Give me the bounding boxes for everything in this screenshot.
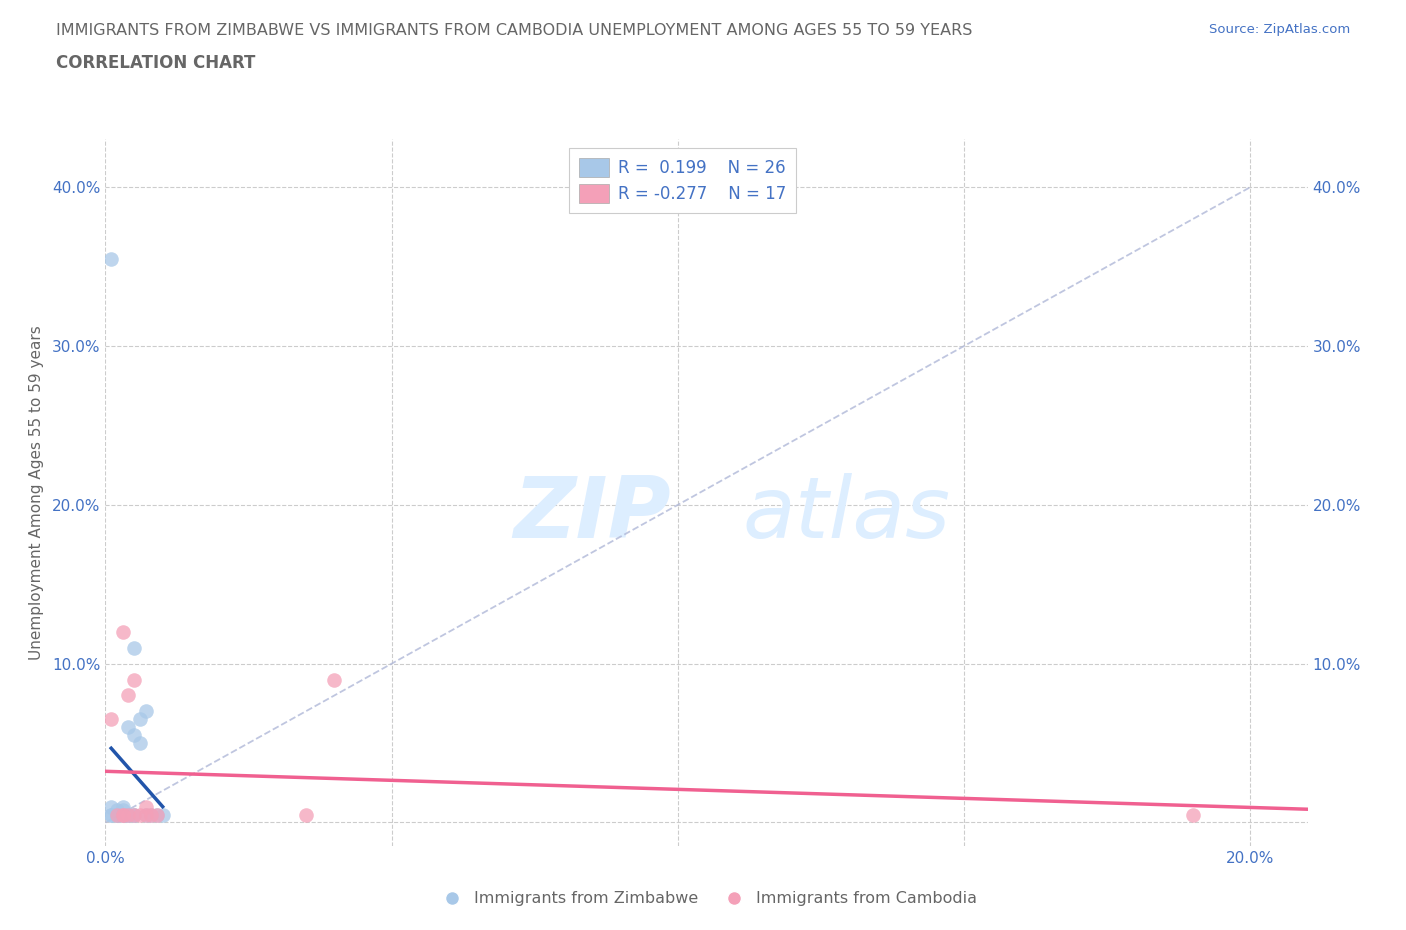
Point [146, 807, 169, 822]
Point [323, 672, 346, 687]
Point [100, 799, 122, 814]
Point [122, 727, 145, 742]
Point [105, 803, 128, 817]
Point [141, 807, 163, 822]
Point [295, 807, 318, 822]
Point [111, 807, 134, 822]
Point [111, 807, 134, 822]
Y-axis label: Unemployment Among Ages 55 to 59 years: Unemployment Among Ages 55 to 59 years [28, 326, 44, 660]
Point [141, 807, 163, 822]
Point [122, 641, 145, 656]
Point [128, 711, 150, 726]
Point [128, 736, 150, 751]
Point [1182, 807, 1205, 822]
Point [135, 799, 157, 814]
Point [117, 807, 139, 822]
Point [105, 807, 128, 822]
Point [105, 807, 128, 822]
Text: IMMIGRANTS FROM ZIMBABWE VS IMMIGRANTS FROM CAMBODIA UNEMPLOYMENT AMONG AGES 55 : IMMIGRANTS FROM ZIMBABWE VS IMMIGRANTS F… [56, 23, 973, 38]
Point [100, 711, 122, 726]
Point [117, 807, 139, 822]
Point [122, 807, 145, 822]
Point [105, 807, 128, 822]
Point [117, 688, 139, 703]
Text: Source: ZipAtlas.com: Source: ZipAtlas.com [1209, 23, 1350, 36]
Point [100, 807, 122, 822]
Point [100, 251, 122, 266]
Point [111, 807, 134, 822]
Point [122, 672, 145, 687]
Text: CORRELATION CHART: CORRELATION CHART [56, 54, 256, 72]
Point [111, 799, 134, 814]
Point [105, 807, 128, 822]
Text: atlas: atlas [742, 472, 950, 555]
Point [122, 807, 145, 822]
Point [135, 704, 157, 719]
Point [117, 720, 139, 735]
Point [111, 803, 134, 817]
Point [128, 807, 150, 822]
Point [135, 807, 157, 822]
Point [100, 807, 122, 822]
Point [122, 807, 145, 822]
Point [111, 624, 134, 639]
Point [146, 807, 169, 822]
Point [111, 807, 134, 822]
Point [135, 807, 157, 822]
Legend: Immigrants from Zimbabwe, Immigrants from Cambodia: Immigrants from Zimbabwe, Immigrants fro… [430, 884, 983, 912]
Point [117, 807, 139, 822]
Point [152, 807, 174, 822]
Text: ZIP: ZIP [513, 472, 671, 555]
